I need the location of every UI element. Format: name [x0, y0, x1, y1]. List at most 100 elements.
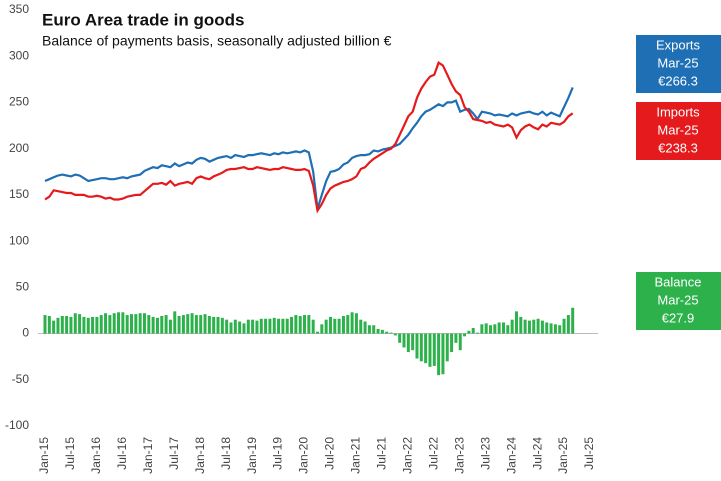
- bar: [56, 317, 60, 334]
- bar: [47, 315, 51, 334]
- bar: [303, 315, 307, 334]
- x-tick-label: Jul-18: [219, 437, 233, 470]
- bar: [380, 329, 384, 334]
- bar: [95, 316, 99, 334]
- x-tick-label: Jul-25: [582, 437, 596, 470]
- bar: [181, 315, 185, 334]
- bar: [389, 332, 393, 334]
- bar: [251, 319, 255, 334]
- y-tick-label: 300: [9, 48, 29, 62]
- bar: [173, 311, 177, 334]
- bar: [441, 333, 445, 375]
- y-tick-label: 150: [9, 187, 29, 201]
- bar: [372, 325, 376, 334]
- bar: [324, 319, 328, 334]
- label-box-text: Mar-25: [657, 122, 698, 137]
- bar: [536, 318, 540, 334]
- bar: [501, 322, 505, 334]
- bar: [104, 313, 108, 334]
- line: [44, 61, 574, 214]
- bar: [285, 318, 289, 334]
- bar: [558, 325, 562, 334]
- bar: [527, 320, 531, 334]
- bar: [82, 316, 86, 334]
- bar: [220, 317, 224, 334]
- bar: [160, 315, 164, 334]
- bar: [73, 313, 77, 334]
- bar: [566, 315, 570, 334]
- bar: [294, 315, 298, 334]
- bar: [540, 320, 544, 334]
- bar: [463, 333, 467, 337]
- bar: [406, 333, 410, 353]
- bar: [99, 315, 103, 334]
- bar: [415, 333, 419, 359]
- label-box-text: €266.3: [658, 73, 698, 88]
- bar: [480, 324, 484, 334]
- bar: [60, 315, 64, 334]
- bar: [281, 318, 285, 334]
- bar: [65, 315, 69, 334]
- line: [44, 86, 574, 210]
- bar: [130, 314, 134, 334]
- bar: [450, 333, 454, 353]
- bar: [134, 314, 138, 334]
- bar: [112, 313, 116, 334]
- bar: [467, 330, 471, 334]
- bar: [471, 328, 475, 334]
- label-box-text: Mar-25: [657, 292, 698, 307]
- bar: [277, 318, 281, 334]
- bar: [246, 319, 250, 334]
- x-tick-label: Jan-21: [349, 437, 363, 474]
- bar: [307, 315, 311, 334]
- bar: [155, 317, 159, 334]
- bar: [341, 315, 345, 334]
- bar: [514, 311, 518, 334]
- bar: [194, 315, 198, 334]
- bar: [532, 319, 536, 334]
- x-tick-label: Jul-16: [115, 437, 129, 470]
- bar: [229, 322, 233, 334]
- x-tick-label: Jan-15: [37, 437, 51, 474]
- bar: [506, 325, 510, 334]
- bar: [549, 323, 553, 334]
- bar: [199, 315, 203, 334]
- bar: [78, 314, 82, 334]
- bar: [212, 316, 216, 334]
- bar: [432, 333, 436, 366]
- bar: [43, 315, 47, 334]
- bar: [398, 333, 402, 343]
- bar: [545, 322, 549, 334]
- label-box-text: Imports: [656, 104, 700, 119]
- bar: [52, 320, 56, 334]
- bar: [121, 312, 125, 334]
- bar: [108, 315, 112, 334]
- x-tick-label: Jul-23: [478, 437, 492, 470]
- x-tick-label: Jul-24: [530, 437, 544, 470]
- x-tick-label: Jan-17: [141, 437, 155, 474]
- label-box-text: €238.3: [658, 140, 698, 155]
- label-box-text: Mar-25: [657, 55, 698, 70]
- bar: [242, 323, 246, 334]
- bar: [393, 333, 397, 336]
- y-tick-label: 250: [9, 95, 29, 109]
- x-tick-label: Jan-23: [452, 437, 466, 474]
- x-tick-label: Jan-19: [245, 437, 259, 474]
- bar: [138, 313, 142, 334]
- bar: [484, 323, 488, 334]
- bar: [337, 318, 341, 334]
- label-box: [636, 35, 721, 93]
- x-tick-label: Jan-16: [89, 437, 103, 474]
- chart-subtitle: Balance of payments basis, seasonally ad…: [42, 33, 392, 49]
- chart-title: Euro Area trade in goods: [42, 10, 244, 29]
- y-tick-label: -50: [12, 372, 30, 386]
- bar: [142, 313, 146, 334]
- x-tick-label: Jul-15: [63, 437, 77, 470]
- bar: [69, 316, 73, 334]
- bar: [272, 317, 276, 334]
- x-tick-label: Jul-19: [271, 437, 285, 470]
- bar: [320, 324, 324, 334]
- bar: [458, 333, 462, 351]
- bar: [238, 321, 242, 334]
- x-tick-label: Jan-22: [401, 437, 415, 474]
